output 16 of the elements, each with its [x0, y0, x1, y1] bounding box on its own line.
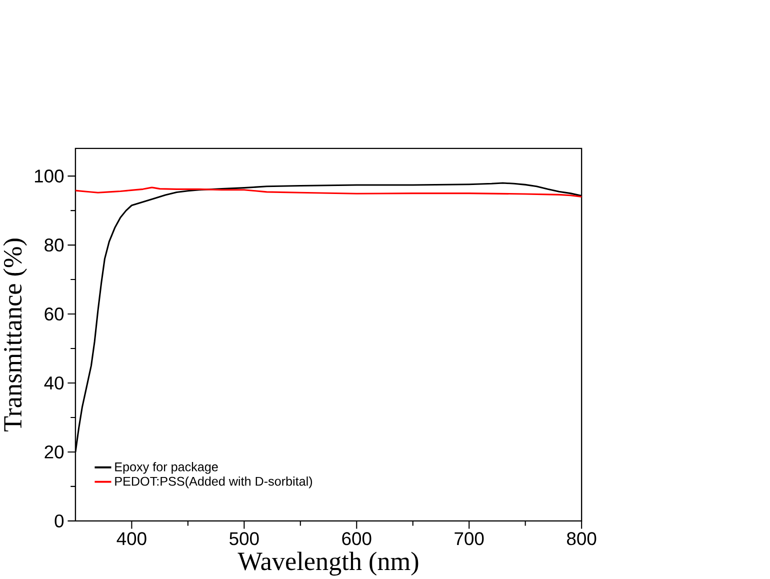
x-tick-label: 500	[230, 532, 259, 546]
y-tick-label: 0	[54, 514, 64, 528]
y-tick-label: 80	[44, 238, 64, 252]
y-tick-label: 60	[44, 308, 64, 321]
x-tick-label: 800	[567, 532, 596, 546]
x-tick-label: 600	[342, 532, 372, 546]
legend-label: Epoxy for package	[115, 462, 218, 474]
x-tick-label: 400	[116, 532, 146, 546]
y-tick-label: 40	[44, 376, 64, 390]
y-tick-label: 20	[44, 446, 64, 459]
line-series	[75, 186, 582, 198]
y-axis-title: Transmittance (%)	[3, 238, 27, 432]
y-tick-label: 100	[34, 170, 64, 183]
legend-label: PEDOT:PSS(Added with D-sorbital)	[115, 476, 312, 488]
x-tick-label: 700	[454, 532, 484, 546]
x-axis-title: Wavelength (nm)	[238, 552, 418, 576]
